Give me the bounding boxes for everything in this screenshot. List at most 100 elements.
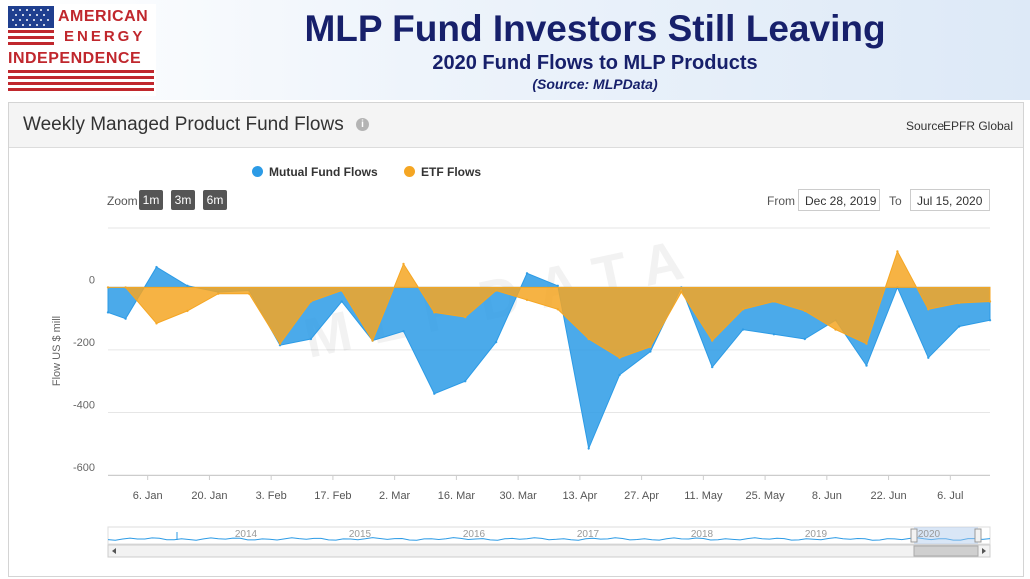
data-point-s1-13 (494, 289, 498, 292)
navigator-selection (914, 527, 978, 544)
y-tick-label: -200 (73, 337, 95, 349)
scroll-left-icon (112, 548, 116, 554)
data-point-s0-10 (402, 330, 405, 333)
data-point-s1-14 (525, 298, 529, 302)
x-tick-label: 25. May (746, 490, 786, 502)
navigator-handle-right (974, 528, 982, 543)
header-banner: AMERICAN ENERGY INDEPENDENCE MLP Fund In… (0, 0, 1030, 100)
data-point-s1-22 (772, 300, 776, 303)
data-point-s1-7 (309, 300, 313, 303)
data-point-s1-29 (988, 300, 992, 303)
scroll-right-icon (982, 548, 986, 554)
data-point-s0-15 (556, 284, 559, 287)
source-label: Source (906, 119, 945, 133)
legend-label-mutual: Mutual Fund Flows (269, 164, 378, 179)
logo-text-independence: INDEPENDENCE (8, 50, 142, 67)
data-point-s1-28 (957, 301, 961, 305)
data-point-s0-3 (186, 284, 189, 287)
y-tick-label: -400 (73, 399, 95, 411)
data-point-s0-28 (957, 325, 961, 328)
data-point-s0-22 (772, 333, 776, 336)
page-subtitle: 2020 Fund Flows to MLP Products (432, 52, 758, 74)
x-tick-label: 30. Mar (499, 490, 537, 502)
y-tick-label: 0 (89, 274, 95, 286)
x-tick-label: 8. Jun (812, 490, 842, 502)
data-point-s1-10 (402, 262, 405, 266)
data-point-s1-0 (106, 286, 110, 289)
x-tick-label: 16. Mar (438, 490, 476, 502)
logo-stripes (8, 70, 154, 94)
data-point-s1-20 (711, 339, 714, 342)
data-point-s0-0 (106, 311, 110, 314)
data-point-s0-18 (649, 350, 652, 353)
zoom-3m-button[interactable]: 3m (171, 190, 195, 210)
data-point-s1-5 (247, 292, 251, 295)
navigator-year-label: 2015 (349, 529, 372, 540)
chart-panel: Weekly Managed Product Fund Flows i Sour… (8, 102, 1024, 577)
data-point-s0-2 (155, 265, 158, 269)
x-tick-label: 20. Jan (191, 490, 227, 502)
data-point-s1-9 (371, 339, 374, 342)
data-point-s0-7 (309, 337, 313, 341)
data-point-s1-6 (278, 342, 282, 345)
zoom-6m-button[interactable]: 6m (203, 190, 227, 210)
x-tick-label: 13. Apr (562, 490, 597, 502)
scrollbar-thumb (913, 545, 979, 557)
y-axis-label: Flow US $ mill (51, 316, 63, 386)
x-tick-label: 17. Feb (314, 490, 351, 502)
data-point-s0-29 (988, 319, 992, 322)
logo: AMERICAN ENERGY INDEPENDENCE (6, 4, 156, 96)
data-point-s1-4 (217, 292, 220, 295)
data-point-s0-12 (464, 380, 467, 383)
zoom-1m-button[interactable]: 1m (139, 190, 163, 210)
data-point-s0-17 (618, 373, 621, 377)
to-label: To (889, 194, 902, 208)
data-point-s1-3 (186, 309, 189, 313)
navigator-year-label: 2018 (691, 529, 714, 540)
data-point-s1-1 (124, 286, 127, 289)
info-icon[interactable]: i (356, 118, 369, 131)
x-tick-label: 11. May (684, 490, 723, 502)
from-date-input[interactable]: Dec 28, 2019 (798, 189, 880, 211)
data-point-s1-12 (464, 315, 467, 319)
navigator-line (107, 537, 991, 541)
data-point-s0-1 (124, 317, 127, 320)
legend-item-mutual[interactable]: Mutual Fund Flows (252, 163, 378, 179)
data-point-s1-18 (649, 345, 652, 348)
data-point-s1-16 (587, 337, 590, 341)
y-tick-label: -600 (73, 462, 95, 474)
logo-text-energy: ENERGY (64, 28, 146, 45)
data-point-s0-20 (711, 365, 714, 369)
panel-header: Weekly Managed Product Fund Flows i Sour… (9, 103, 1023, 148)
data-point-s1-11 (433, 311, 436, 314)
page-title: MLP Fund Investors Still Leaving (304, 8, 886, 49)
legend-swatch-mutual (252, 166, 263, 178)
panel-title: Weekly Managed Product Fund Flows (23, 114, 344, 135)
legend-item-etf[interactable]: ETF Flows (404, 163, 481, 179)
scrollbar-track (107, 544, 991, 558)
data-point-s1-26 (896, 250, 899, 253)
x-tick-label: 6. Jul (937, 490, 963, 502)
series-area-1 (108, 250, 991, 359)
data-point-s1-27 (927, 308, 930, 311)
legend-label-etf: ETF Flows (421, 164, 481, 179)
to-date-input[interactable]: Jul 15, 2020 (910, 189, 990, 211)
from-label: From (767, 194, 795, 208)
data-point-s0-25 (865, 364, 868, 367)
logo-text-american: AMERICAN (58, 8, 149, 25)
us-flag-icon (8, 6, 54, 46)
data-point-s0-16 (587, 447, 590, 450)
data-point-s1-17 (618, 356, 621, 359)
data-point-s0-23 (803, 337, 806, 341)
data-point-s1-25 (865, 342, 868, 345)
x-tick-label: 6. Jan (133, 490, 163, 502)
data-point-s0-13 (494, 340, 498, 344)
source-value: EPFR Global (943, 119, 1014, 133)
x-tick-label: 3. Feb (256, 490, 287, 502)
navigator-year-label: 2017 (577, 529, 600, 540)
data-point-s1-15 (556, 308, 559, 311)
navigator-year-label: 2020 (918, 529, 941, 540)
navigator-year-label: 2016 (463, 529, 486, 540)
x-tick-label: 2. Mar (379, 490, 411, 502)
